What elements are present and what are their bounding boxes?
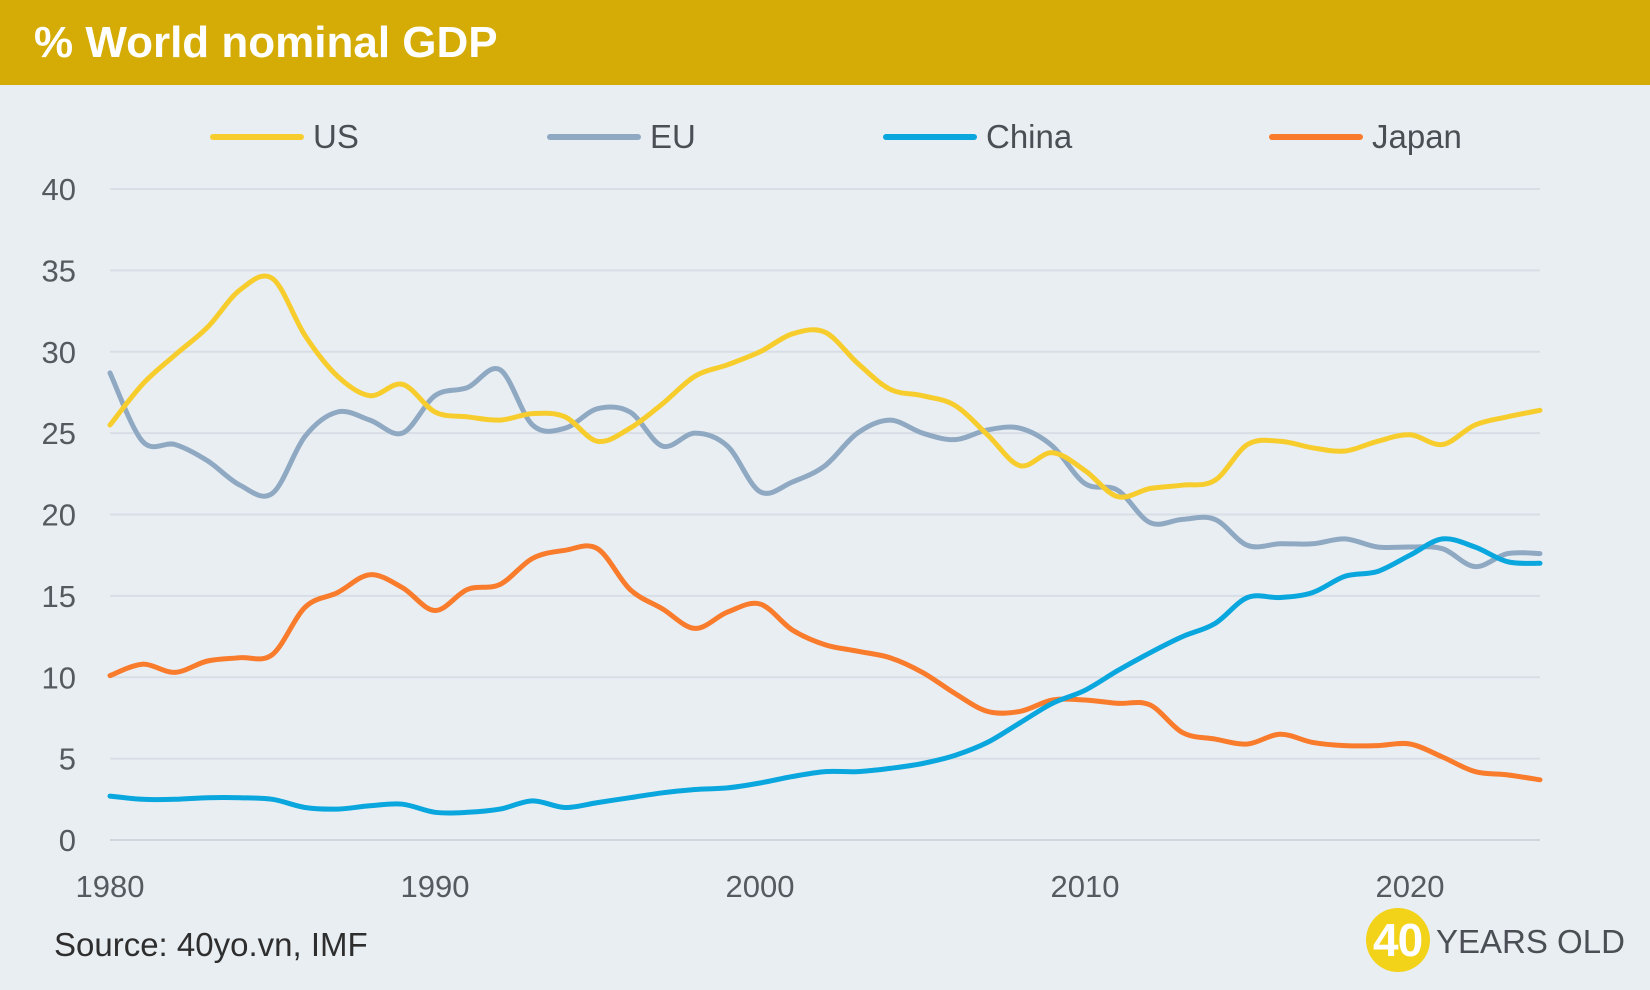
legend-label-eu: EU xyxy=(650,118,696,155)
logo-number: 40 xyxy=(1373,914,1423,966)
y-tick-label: 40 xyxy=(42,172,76,207)
y-tick-label: 25 xyxy=(42,416,76,451)
logo-text: YEARS OLD xyxy=(1436,923,1625,960)
chart-title: % World nominal GDP xyxy=(34,18,498,67)
y-tick-label: 5 xyxy=(59,742,76,777)
x-tick-label: 2020 xyxy=(1376,869,1445,904)
y-axis-ticks: 0 5 10 15 20 25 30 35 40 xyxy=(42,172,76,858)
line-chart: 0 5 10 15 20 25 30 35 40 1980 1990 2000 2010 2020 US… xyxy=(42,118,1543,904)
y-tick-label: 30 xyxy=(42,335,76,370)
x-tick-label: 2000 xyxy=(726,869,795,904)
title-bar: % World nominal GDP xyxy=(0,0,1650,85)
x-tick-label: 2010 xyxy=(1051,869,1120,904)
y-tick-label: 0 xyxy=(59,823,76,858)
series-line-us xyxy=(107,273,1543,500)
series-line-china xyxy=(107,536,1543,816)
x-axis-ticks: 1980 1990 2000 2010 2020 xyxy=(76,869,1445,904)
gridlines xyxy=(110,188,1540,841)
source-note: Source: 40yo.vn, IMF xyxy=(54,926,368,963)
legend-label-us: US xyxy=(313,118,359,155)
y-tick-label: 20 xyxy=(42,498,76,533)
legend-label-china: China xyxy=(986,118,1073,155)
logo-circle xyxy=(1366,908,1430,972)
x-tick-label: 1990 xyxy=(401,869,470,904)
y-tick-label: 35 xyxy=(42,253,76,288)
legend-label-japan: Japan xyxy=(1372,118,1462,155)
x-tick-label: 1980 xyxy=(76,869,145,904)
legend: US EU China Japan xyxy=(210,118,1462,155)
series-line-eu xyxy=(107,366,1543,570)
y-tick-label: 15 xyxy=(42,579,76,614)
series-line-japan xyxy=(107,543,1543,783)
y-tick-label: 10 xyxy=(42,660,76,695)
series-lines xyxy=(107,273,1543,816)
